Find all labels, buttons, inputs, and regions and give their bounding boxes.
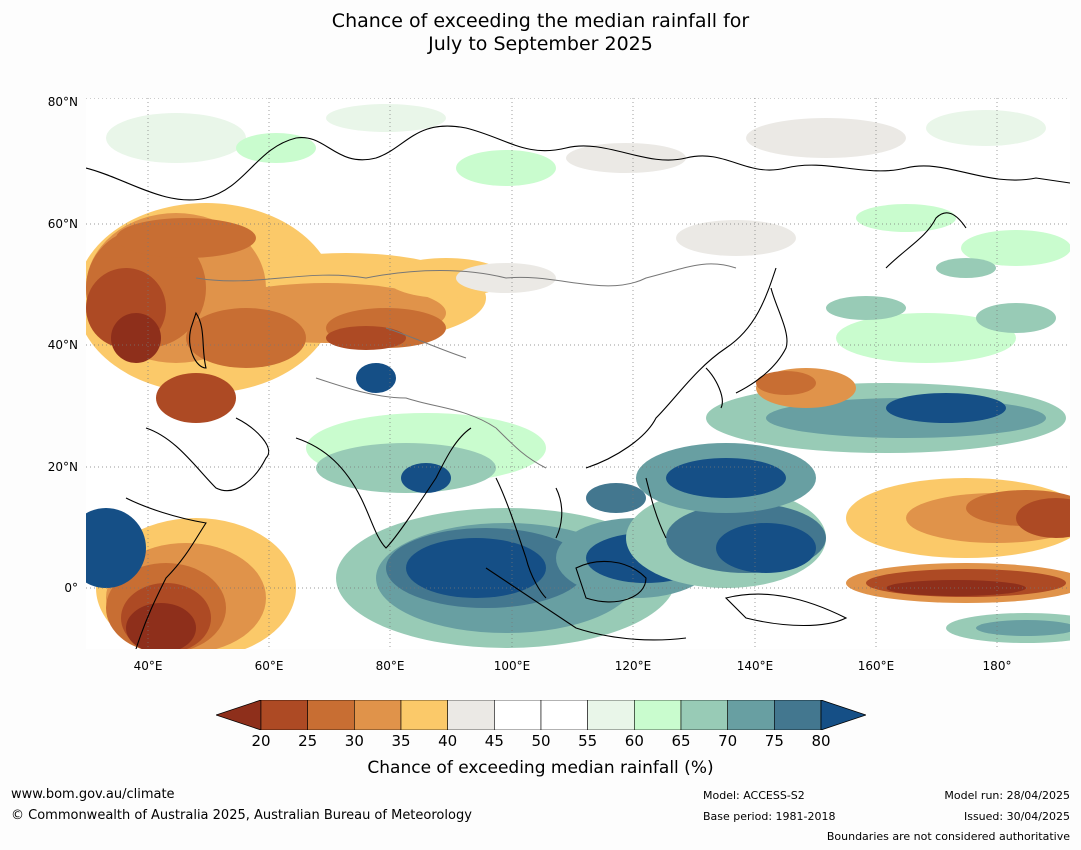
lon-label-180: 180° [982, 659, 1012, 673]
lat-label-20n: 20°N [47, 460, 78, 474]
colorbar-tick-label: 75 [764, 732, 784, 750]
website-link[interactable]: www.bom.gov.au/climate [11, 787, 175, 802]
lat-label-0: 0° [64, 581, 78, 595]
colorbar-segment [774, 699, 822, 731]
colorbar-segment [354, 699, 402, 731]
colorbar-tick-label: 20 [251, 732, 271, 750]
graticule [86, 98, 1070, 649]
rainfall-probability-map [86, 98, 1070, 649]
colorbar-tick-label: 65 [671, 732, 691, 750]
lon-label-80e: 80°E [375, 659, 405, 673]
wet-anomaly-indian-ocean [86, 363, 826, 648]
colorbar-tick-label: 45 [484, 732, 504, 750]
map-title-line1: Chance of exceeding the median rainfall … [331, 10, 750, 32]
lon-label-140e: 140°E [736, 659, 774, 673]
lon-label-60e: 60°E [254, 659, 284, 673]
lon-label-100e: 100°E [493, 659, 531, 673]
model-name: Model: ACCESS-S2 [703, 789, 805, 802]
colorbar-tick-label: 60 [624, 732, 644, 750]
lon-label-160e: 160°E [857, 659, 895, 673]
pacific-anomaly-bands [706, 368, 1070, 643]
lon-label-40e: 40°E [133, 659, 163, 673]
colorbar-segment [307, 699, 355, 731]
colorbar-tick-label: 30 [344, 732, 364, 750]
colorbar-tick-label: 35 [391, 732, 411, 750]
colorbar-svg [214, 699, 868, 731]
colorbar-extend-high [820, 699, 868, 731]
colorbar-tick-label: 40 [438, 732, 458, 750]
colorbar-segment [540, 699, 588, 731]
country-borders [195, 263, 737, 469]
colorbar-segment [727, 699, 775, 731]
boundaries-disclaimer: Boundaries are not considered authoritat… [826, 830, 1070, 843]
colorbar-tick-label: 50 [531, 732, 551, 750]
lon-label-120e: 120°E [614, 659, 652, 673]
dry-anomaly-east-africa [96, 518, 296, 649]
lat-label-40n: 40°N [47, 338, 78, 352]
issued-date: Issued: 30/04/2025 [963, 810, 1070, 823]
dry-anomaly-west-asia [86, 203, 556, 423]
map-svg [86, 98, 1070, 649]
colorbar [214, 699, 868, 731]
copyright-text: © Commonwealth of Australia 2025, Austra… [11, 808, 472, 823]
colorbar-tick-label: 55 [578, 732, 598, 750]
colorbar-segment [587, 699, 635, 731]
colorbar-segment [680, 699, 728, 731]
colorbar-segment [447, 699, 495, 731]
colorbar-title: Chance of exceeding median rainfall (%) [367, 758, 714, 778]
colorbar-extend-low [214, 699, 262, 731]
coastlines [86, 125, 1070, 649]
colorbar-segment [260, 699, 308, 731]
base-period: Base period: 1981-2018 [703, 810, 836, 823]
model-run-date: Model run: 28/04/2025 [944, 789, 1070, 802]
colorbar-tick-label: 80 [811, 732, 831, 750]
lat-label-80n: 80°N [47, 95, 78, 109]
map-title-line2: July to September 2025 [428, 33, 653, 55]
colorbar-segment [634, 699, 682, 731]
colorbar-segment [494, 699, 542, 731]
colorbar-segment [400, 699, 448, 731]
colorbar-tick-label: 70 [718, 732, 738, 750]
north-anomaly-patches [106, 104, 1070, 363]
colorbar-tick-label: 25 [298, 732, 318, 750]
lat-label-60n: 60°N [47, 217, 78, 231]
